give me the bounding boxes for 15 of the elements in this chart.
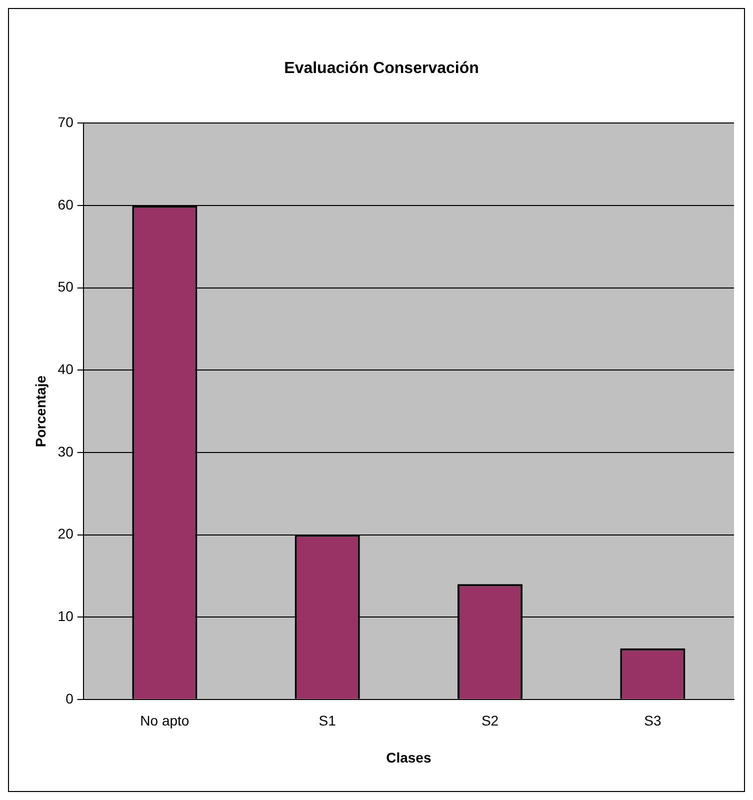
x-tick-label: S2 bbox=[481, 712, 499, 729]
chart-title: Evaluación Conservación bbox=[284, 60, 479, 78]
x-axis-title: Clases bbox=[386, 749, 432, 766]
y-tick-label: 10 bbox=[58, 608, 74, 624]
y-tick-label: 30 bbox=[58, 443, 74, 460]
y-tick-label: 70 bbox=[58, 114, 74, 130]
y-tick-label: 40 bbox=[58, 361, 74, 377]
y-tick-label: 60 bbox=[58, 196, 74, 212]
y-tick-label: 0 bbox=[66, 690, 74, 706]
y-tick-label: 20 bbox=[58, 526, 74, 542]
x-tick-label: S1 bbox=[318, 712, 336, 729]
x-tick-label: S3 bbox=[644, 712, 662, 729]
y-tick-label: 50 bbox=[58, 278, 74, 295]
y-axis-title: Porcentaje bbox=[32, 375, 48, 448]
x-tick-label: No apto bbox=[140, 712, 190, 729]
